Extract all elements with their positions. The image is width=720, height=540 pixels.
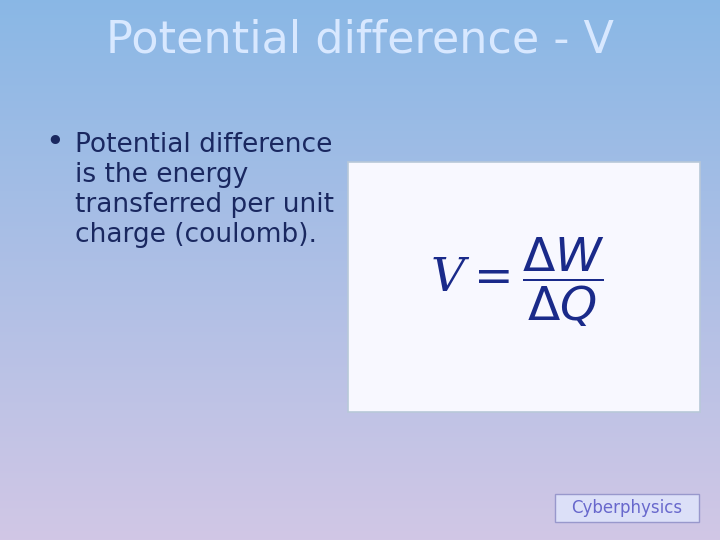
Text: Potential difference: Potential difference	[75, 132, 333, 158]
FancyBboxPatch shape	[555, 494, 699, 522]
Text: is the energy: is the energy	[75, 162, 248, 188]
Text: transferred per unit: transferred per unit	[75, 192, 334, 218]
Text: $\mathregular{V} = \dfrac{\Delta W}{\Delta Q}$: $\mathregular{V} = \dfrac{\Delta W}{\Del…	[430, 235, 604, 329]
Text: Potential difference - V: Potential difference - V	[106, 18, 614, 62]
Text: Cyberphysics: Cyberphysics	[572, 499, 683, 517]
Text: charge (coulomb).: charge (coulomb).	[75, 222, 317, 248]
Text: •: •	[45, 127, 64, 159]
FancyBboxPatch shape	[348, 162, 700, 412]
